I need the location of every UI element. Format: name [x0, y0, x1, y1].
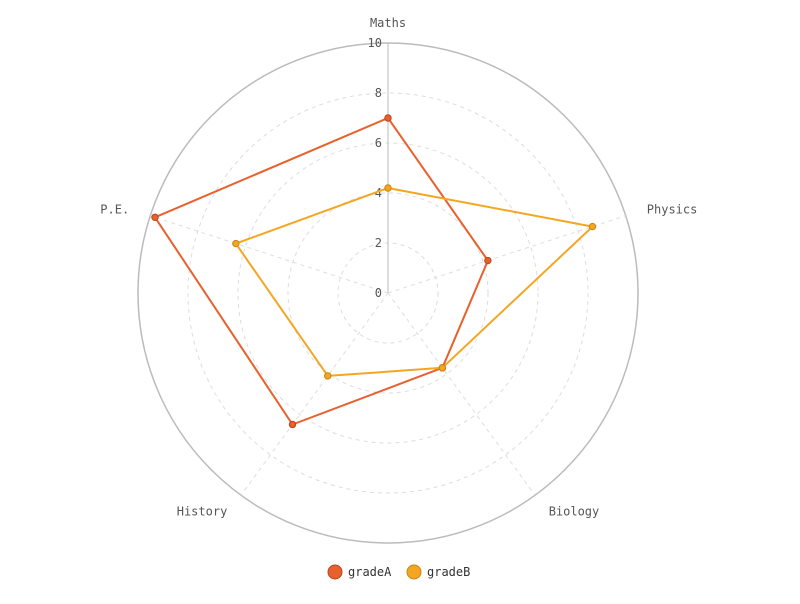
grid-circle-8: [187, 92, 589, 494]
axis-label-4: P.E.: [100, 203, 129, 217]
point-gradeB-P.E.[interactable]: [232, 239, 240, 248]
axis-spoke-1: [387, 215, 626, 294]
axis-label-0: Maths: [370, 16, 406, 30]
tick-label-4: 4: [375, 186, 382, 200]
point-gradeA-P.E.[interactable]: [151, 213, 159, 221]
legend-label-gradeB[interactable]: gradeB: [427, 565, 470, 579]
axis-label-1: Physics: [647, 203, 698, 217]
axis-layer: Maths Physics Biology History P.E.: [100, 16, 697, 518]
series-layer: [151, 114, 597, 429]
legend-marker-gradeA[interactable]: [327, 564, 343, 580]
grid-circle-4: [287, 192, 489, 394]
point-gradeB-History[interactable]: [324, 372, 332, 380]
tick-label-8: 8: [375, 86, 382, 100]
legend-marker-gradeB[interactable]: [406, 564, 422, 580]
axis-spoke-4: [150, 215, 389, 294]
tick-label-0: 0: [375, 286, 382, 300]
series-line-gradeA: [154, 117, 489, 426]
axis-label-2: Biology: [549, 504, 600, 518]
point-gradeA-History[interactable]: [288, 420, 297, 429]
point-gradeB-Maths[interactable]: [384, 184, 392, 192]
point-gradeA-Physics[interactable]: [484, 256, 492, 265]
axis-label-3: History: [177, 504, 228, 518]
axis-spoke-3: [240, 292, 389, 496]
legend-label-gradeA[interactable]: gradeA: [348, 565, 392, 579]
legend[interactable]: gradeA gradeB: [327, 564, 470, 580]
tick-label-6: 6: [375, 136, 382, 150]
series-line-gradeB: [234, 187, 594, 377]
point-gradeA-Maths[interactable]: [384, 114, 392, 122]
tick-layer: 0 2 4 6 8 10: [368, 36, 382, 300]
axis-spoke-2: [387, 292, 536, 496]
point-gradeB-Biology[interactable]: [438, 364, 447, 372]
tick-label-2: 2: [375, 236, 382, 250]
point-gradeB-Physics[interactable]: [588, 222, 597, 231]
tick-label-10: 10: [368, 36, 382, 50]
